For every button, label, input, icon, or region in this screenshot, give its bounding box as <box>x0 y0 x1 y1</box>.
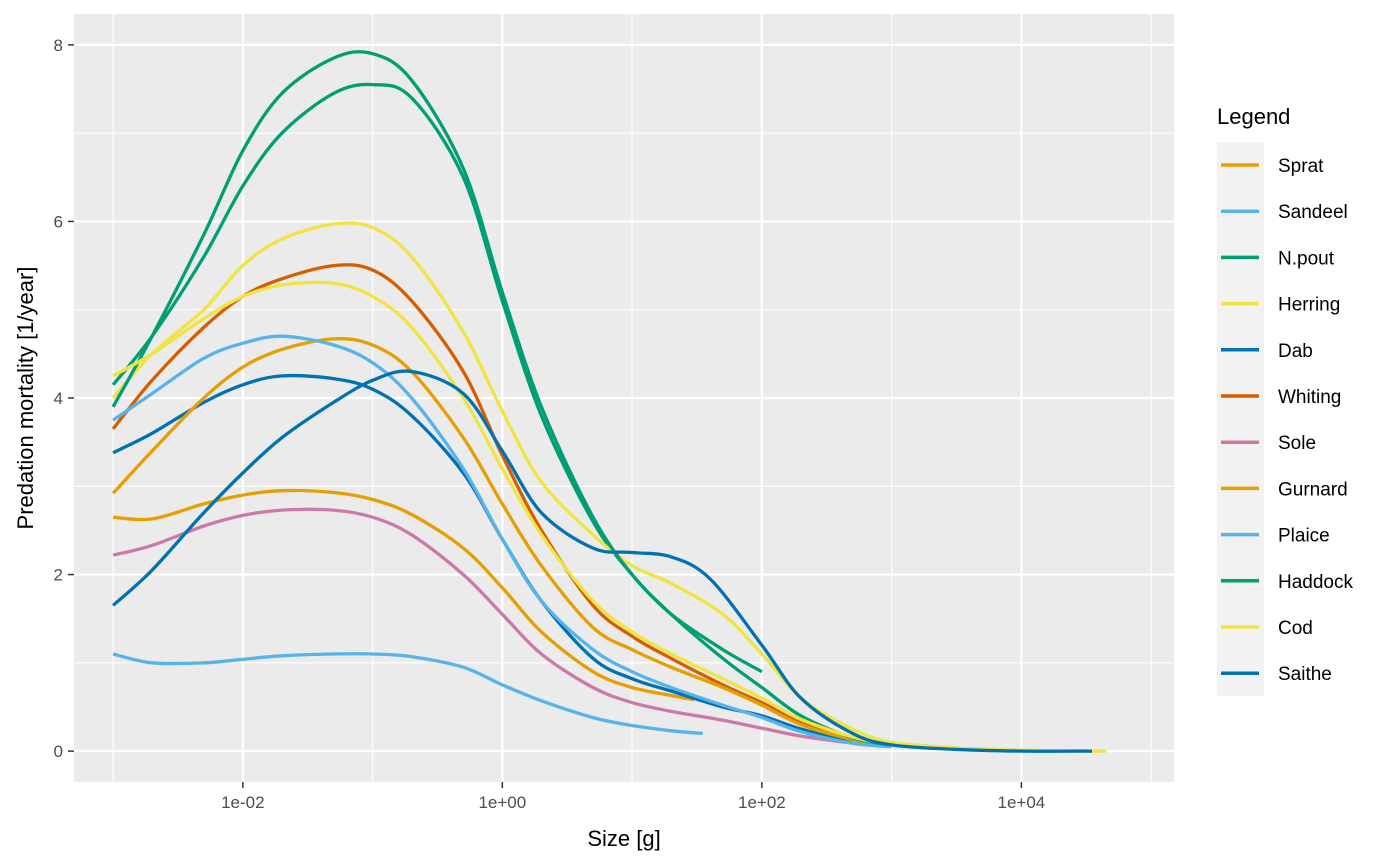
legend-title: Legend <box>1217 104 1290 129</box>
x-tick-label: 1e+04 <box>998 793 1046 812</box>
legend-label-saithe: Saithe <box>1278 664 1332 685</box>
series-line-haddock <box>111 50 892 747</box>
legend-key-background <box>1217 142 1264 696</box>
legend-label-haddock: Haddock <box>1278 572 1353 593</box>
grid-major <box>74 14 1174 782</box>
y-tick-label: 0 <box>54 742 63 761</box>
y-tick-label: 2 <box>54 566 63 585</box>
y-tick-label: 8 <box>54 36 63 55</box>
y-tick-label: 4 <box>54 389 63 408</box>
y-tick-label: 6 <box>54 212 63 231</box>
y-axis-title: Predation mortality [1/year] <box>13 267 38 530</box>
series-line-gurnard <box>111 337 892 748</box>
x-axis: 1e-02 1e+00 1e+02 1e+04 <box>221 782 1045 812</box>
x-axis-title: Size [g] <box>587 826 660 851</box>
y-axis: 0 2 4 6 8 <box>54 36 74 761</box>
legend-label-n-pout: N.pout <box>1278 248 1335 269</box>
legend-label-gurnard: Gurnard <box>1278 479 1348 500</box>
legend-label-dab: Dab <box>1278 341 1313 362</box>
series-line-sole <box>112 507 880 748</box>
legend-label-cod: Cod <box>1278 618 1313 639</box>
series-line-plaice <box>112 334 892 749</box>
series-line-sandeel <box>112 652 703 736</box>
legend-label-whiting: Whiting <box>1278 387 1341 408</box>
legend-label-sandeel: Sandeel <box>1278 202 1348 223</box>
series-layer <box>111 50 1107 753</box>
legend: Legend Sprat Sandeel N.pout Herring Dab Whiti… <box>1217 104 1353 696</box>
x-tick-label: 1e-02 <box>221 793 264 812</box>
series-line-saithe <box>112 369 1093 753</box>
series-line-herring <box>111 221 1100 753</box>
legend-label-herring: Herring <box>1278 295 1340 316</box>
legend-label-plaice: Plaice <box>1278 526 1330 547</box>
x-tick-label: 1e+02 <box>738 793 786 812</box>
legend-label-sprat: Sprat <box>1278 156 1324 177</box>
legend-label-sole: Sole <box>1278 433 1316 454</box>
x-tick-label: 1e+00 <box>478 793 526 812</box>
